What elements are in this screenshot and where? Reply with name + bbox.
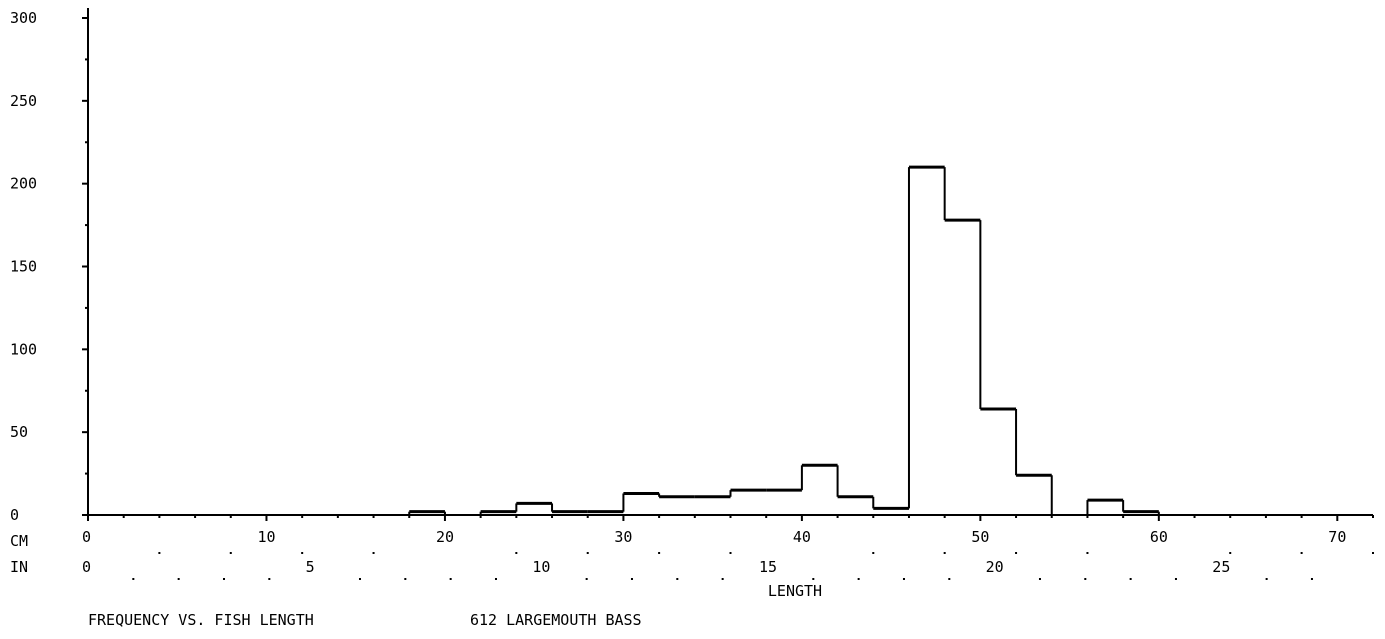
in-dot <box>812 578 815 580</box>
y-tick-label: 150 <box>10 258 37 276</box>
chart-title: FREQUENCY VS. FISH LENGTH <box>88 611 314 629</box>
x-tick-label-in: 10 <box>532 558 550 576</box>
in-dot <box>449 578 452 580</box>
x-tick-label-in: 20 <box>986 558 1004 576</box>
cm-dot <box>1229 552 1232 554</box>
cm-dot <box>301 552 304 554</box>
x-tick-label-cm: 0 <box>82 528 91 546</box>
cm-dot <box>158 552 161 554</box>
y-tick-label: 0 <box>10 506 19 524</box>
x-tick-label-in: 25 <box>1212 558 1230 576</box>
x-axis-title: LENGTH <box>768 582 822 600</box>
y-tick-label: 50 <box>10 423 28 441</box>
cm-dot <box>872 552 875 554</box>
in-dot <box>585 578 588 580</box>
x-tick-label-in: 0 <box>82 558 91 576</box>
cm-dot <box>1015 552 1018 554</box>
in-dot <box>177 578 180 580</box>
x-tick-label-cm: 40 <box>793 528 811 546</box>
in-dot <box>902 578 905 580</box>
cm-dot <box>1086 552 1089 554</box>
x-tick-label-cm: 50 <box>971 528 989 546</box>
cm-dot <box>658 552 661 554</box>
in-dot <box>494 578 497 580</box>
in-dot <box>132 578 135 580</box>
y-tick-label: 100 <box>10 340 37 358</box>
chart-subtitle: 612 LARGEMOUTH BASS <box>470 611 642 629</box>
in-dot <box>268 578 271 580</box>
x-tick-label-cm: 30 <box>614 528 632 546</box>
in-dot <box>1038 578 1041 580</box>
y-axis <box>82 8 89 516</box>
x-tick-label-cm: 20 <box>436 528 454 546</box>
y-tick-label: 300 <box>10 9 37 27</box>
cm-dot <box>372 552 375 554</box>
in-dot <box>948 578 951 580</box>
in-dot <box>676 578 679 580</box>
x-tick-label-cm: 60 <box>1150 528 1168 546</box>
histogram-bars <box>408 165 1160 515</box>
in-dot <box>1084 578 1087 580</box>
in-dot <box>358 578 361 580</box>
in-dot <box>1265 578 1268 580</box>
axis-labels: 0 50 100 150 200 250 300 CM IN 0 10 20 30 40 50 60 70 0 5 1… <box>10 9 1346 576</box>
x-tick-label-in: 15 <box>759 558 777 576</box>
y-tick-label: 200 <box>10 175 37 193</box>
in-dot <box>721 578 724 580</box>
in-dot <box>1174 578 1177 580</box>
cm-dot <box>1372 552 1374 554</box>
in-dot <box>857 578 860 580</box>
in-dot <box>222 578 225 580</box>
in-dot <box>1129 578 1132 580</box>
x-tick-label-cm: 70 <box>1328 528 1346 546</box>
x-axis <box>87 514 1374 580</box>
x-tick-label-cm: 10 <box>257 528 275 546</box>
x-tick-label-in: 5 <box>306 558 315 576</box>
in-dot <box>630 578 633 580</box>
cm-dot <box>515 552 518 554</box>
cm-dot <box>229 552 232 554</box>
cm-dot <box>586 552 589 554</box>
in-row-label: IN <box>10 558 28 576</box>
cm-dot <box>1300 552 1303 554</box>
cm-dot <box>943 552 946 554</box>
y-tick-label: 250 <box>10 92 37 110</box>
cm-row-label: CM <box>10 532 28 550</box>
in-dot <box>404 578 407 580</box>
cm-dot <box>729 552 732 554</box>
in-dot <box>1310 578 1313 580</box>
